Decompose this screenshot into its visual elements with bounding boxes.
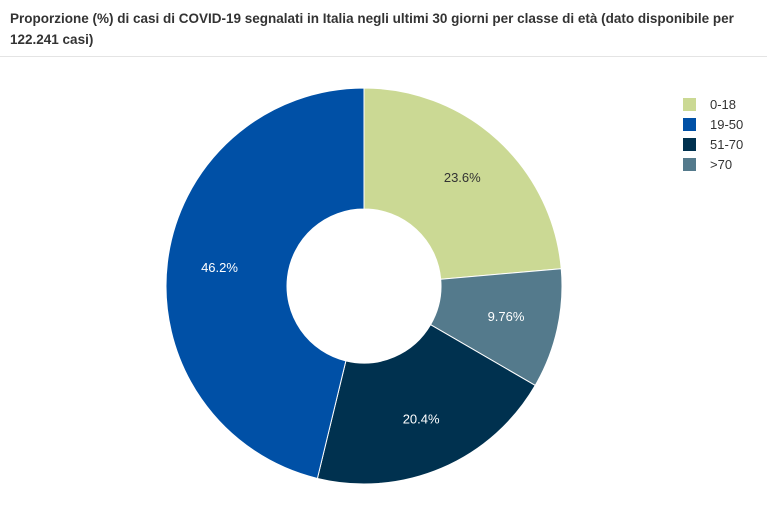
legend-item-51-70[interactable]: 51-70 xyxy=(683,136,743,152)
legend-item-over-70[interactable]: >70 xyxy=(683,156,743,172)
slice-0-18[interactable] xyxy=(363,87,562,280)
chart-title: Proporzione (%) di casi di COVID-19 segn… xyxy=(10,11,734,47)
slice-label-19-50: 46.2% xyxy=(201,260,238,275)
legend-label-0-18: 0-18 xyxy=(710,96,737,112)
slice-19-50[interactable] xyxy=(165,87,365,480)
legend-swatch-0-18 xyxy=(683,97,696,111)
title-divider xyxy=(0,56,767,57)
legend-label-19-50: 19-50 xyxy=(710,116,744,132)
slice-label-0-18: 23.6% xyxy=(444,170,481,185)
slice-label-51-70: 20.4% xyxy=(403,411,440,426)
slice-51-70[interactable] xyxy=(316,323,536,485)
legend-label-over-70: >70 xyxy=(710,156,733,172)
chart-legend: 0-18 19-50 51-70 >70 xyxy=(683,96,743,176)
slice-label-over-70: 9.76% xyxy=(488,309,525,324)
legend-swatch-51-70 xyxy=(683,137,696,151)
legend-label-51-70: 51-70 xyxy=(710,136,744,152)
legend-swatch-over-70 xyxy=(683,157,696,171)
legend-swatch-19-50 xyxy=(683,117,696,131)
legend-item-0-18[interactable]: 0-18 xyxy=(683,96,743,112)
legend-item-19-50[interactable]: 19-50 xyxy=(683,116,743,132)
